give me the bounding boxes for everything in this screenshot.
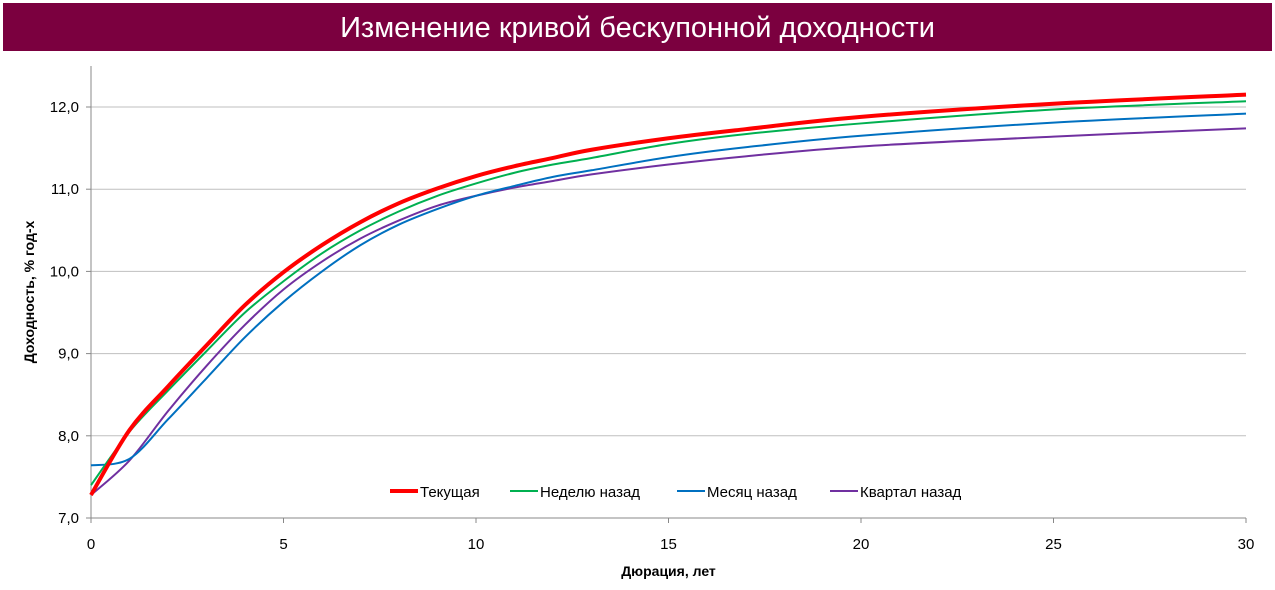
legend-label: Квартал назад	[860, 484, 962, 501]
x-tick-label: 20	[853, 536, 870, 553]
y-tick-label: 12,0	[50, 99, 79, 116]
legend-label: Месяц назад	[707, 484, 797, 501]
y-tick-label: 7,0	[58, 510, 79, 527]
y-tick-label: 10,0	[50, 263, 79, 280]
series-line-0	[89, 92, 1247, 497]
x-tick-label: 15	[660, 536, 677, 553]
x-tick-label: 25	[1045, 536, 1062, 553]
series-line-1	[90, 100, 1247, 486]
legend-label: Неделю назад	[540, 484, 640, 501]
series-line-2	[90, 112, 1247, 467]
x-tick-label: 10	[468, 536, 485, 553]
x-tick-label: 5	[279, 536, 287, 553]
legend-label: Текущая	[420, 484, 480, 501]
x-axis-title: Дюрация, лет	[621, 563, 716, 579]
y-tick-label: 9,0	[58, 346, 79, 363]
x-tick-label: 0	[87, 536, 95, 553]
series-line-3	[90, 127, 1247, 496]
x-tick-label: 30	[1238, 536, 1255, 553]
y-tick-label: 11,0	[51, 181, 79, 198]
chart-title: Изменение кривой бесκупонной доходности	[3, 3, 1272, 51]
y-tick-label: 8,0	[58, 428, 79, 445]
y-axis-title: Доходность, % год-х	[21, 220, 37, 363]
